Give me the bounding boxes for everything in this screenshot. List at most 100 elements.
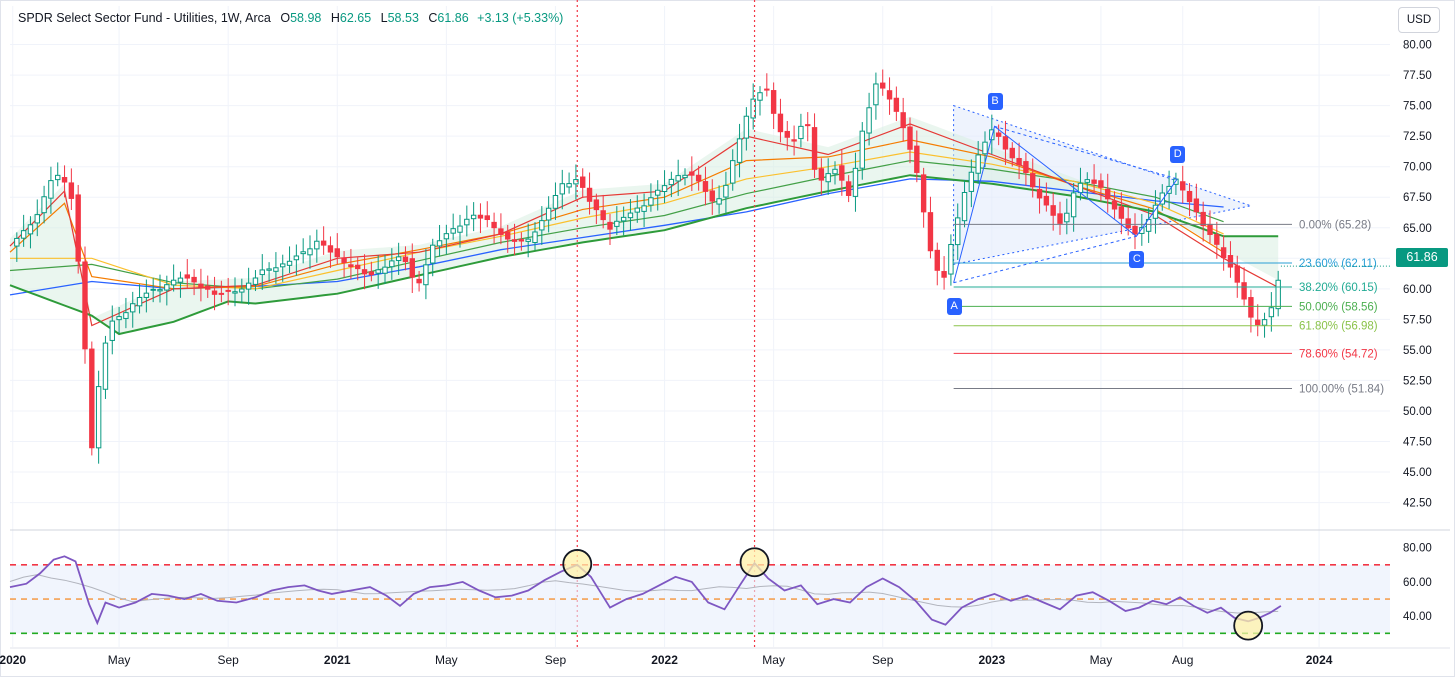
candle-body — [300, 251, 306, 255]
candle-body — [198, 283, 204, 288]
wave-path — [953, 125, 1178, 283]
candle-body — [539, 220, 545, 231]
candle-body — [177, 277, 184, 283]
candle-body — [532, 231, 538, 244]
candle-body — [1139, 227, 1145, 234]
candle-body — [409, 258, 415, 278]
candle-body — [1200, 211, 1206, 227]
candle-body — [600, 210, 606, 221]
candle-body — [477, 214, 484, 219]
candle-body — [777, 113, 784, 133]
candle-body — [184, 274, 190, 279]
candle-body — [893, 97, 900, 112]
time-tick-label: May — [108, 653, 131, 667]
candle-body — [273, 267, 279, 272]
candle-body — [709, 190, 715, 202]
candle-body — [1002, 136, 1009, 150]
candle-body — [327, 245, 334, 253]
candle-body — [1275, 279, 1281, 310]
rsi-highlight-circle — [562, 549, 593, 579]
candle-body — [457, 225, 463, 233]
candle-body — [798, 125, 804, 140]
price-axis: 42.50 45.00 47.50 50.00 52.50 55.00 57.50 60.00… — [1403, 40, 1432, 510]
candle-body — [784, 130, 790, 138]
fib-label: 100.00% (51.84) — [1299, 383, 1384, 395]
candle-body — [423, 264, 429, 286]
candle-body — [573, 179, 579, 185]
candle-body — [20, 230, 27, 239]
price-tick-label: 45.00 — [1403, 467, 1432, 479]
candle-body — [852, 167, 859, 197]
chart-legend: SPDR Select Sector Fund - Utilities, 1W,… — [18, 11, 563, 25]
candle-body — [770, 90, 777, 114]
fib-label: 50.00% (58.56) — [1299, 301, 1378, 313]
candle-body — [1105, 188, 1111, 200]
channel-lower-line — [9, 174, 1279, 336]
wave-diagonal — [953, 235, 1137, 284]
candle-body — [927, 212, 934, 252]
wave-label-b[interactable]: B — [987, 93, 1003, 111]
candle-body — [395, 256, 402, 261]
candle-body — [634, 207, 640, 213]
candle-body — [470, 214, 477, 220]
candle-body — [1227, 255, 1234, 268]
time-tick-label: Sep — [218, 653, 240, 667]
candle-body — [123, 312, 129, 319]
candle-body — [757, 92, 763, 101]
candle-body — [1064, 212, 1070, 223]
candle-body — [355, 264, 361, 270]
candle-body — [450, 228, 456, 234]
fib-label: 38.20% (60.15) — [1299, 282, 1378, 294]
legend-low: 58.53 — [387, 11, 419, 25]
candle-body — [627, 212, 634, 219]
time-tick-label: 2024 — [1306, 653, 1333, 667]
price-tick-label: 42.50 — [1403, 498, 1432, 510]
candle-body — [1023, 161, 1029, 173]
candle-body — [1261, 319, 1268, 326]
candle-body — [1186, 190, 1193, 203]
candle-body — [641, 205, 647, 212]
candle-body — [205, 285, 211, 290]
price-tick-label: 75.00 — [1403, 101, 1432, 113]
fib-label: 78.60% (54.72) — [1299, 348, 1378, 360]
candle-body — [648, 197, 654, 206]
candle-body — [464, 218, 470, 226]
candle-body — [82, 261, 88, 350]
candle-body — [1173, 178, 1179, 185]
rsi-tick-label: 40.00 — [1403, 611, 1432, 623]
candle-body — [484, 215, 490, 221]
candle-body — [1220, 247, 1227, 259]
candle-body — [95, 386, 102, 449]
candle-body — [218, 292, 225, 295]
candle-body — [314, 240, 320, 250]
candle-body — [900, 112, 906, 129]
candle-body — [1193, 198, 1200, 213]
candle-body — [443, 233, 450, 240]
candle-body — [286, 260, 293, 266]
candle-body — [41, 196, 47, 214]
candle-body — [593, 199, 600, 211]
legend-open-label: O — [280, 11, 291, 25]
candle-body — [259, 269, 265, 276]
candle-body — [1268, 307, 1275, 318]
candle-body — [961, 192, 968, 222]
candle-body — [695, 174, 702, 182]
candle-body — [914, 145, 920, 173]
candle-body — [436, 240, 443, 247]
candle-body — [48, 180, 54, 199]
currency-button[interactable]: USD — [1398, 7, 1440, 33]
candle-body — [736, 138, 743, 163]
legend-high-label: H — [330, 11, 340, 25]
wave-label-c[interactable]: C — [1129, 251, 1145, 269]
candle-body — [1118, 206, 1125, 219]
candle-body — [252, 277, 259, 285]
candle-body — [955, 217, 961, 246]
wave-label-a[interactable]: A — [946, 297, 962, 315]
candle-body — [505, 231, 511, 240]
candle-body — [157, 289, 163, 292]
wave-label-d[interactable]: D — [1170, 145, 1186, 163]
candle-body — [34, 214, 40, 224]
candle-body — [1043, 195, 1050, 206]
candle-body — [668, 178, 675, 186]
